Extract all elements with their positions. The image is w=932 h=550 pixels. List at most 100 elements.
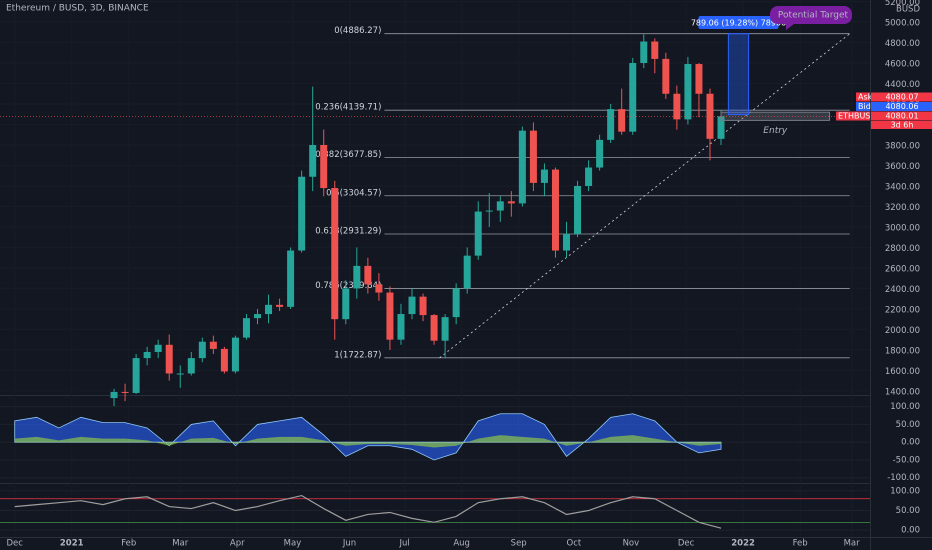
y-tick-label: 2600.00 bbox=[885, 264, 920, 274]
candle-body bbox=[386, 292, 394, 340]
fib-label: 0.5(3304.57) bbox=[326, 188, 381, 198]
fib-label: 0.786(2399.84) bbox=[315, 281, 381, 291]
candle-body bbox=[254, 314, 262, 319]
candle-body bbox=[474, 211, 482, 256]
price-tag-bg bbox=[871, 102, 932, 111]
candle-body bbox=[540, 169, 548, 183]
candle-body bbox=[209, 341, 217, 349]
y-tick-label: 3400.00 bbox=[885, 182, 920, 192]
x-tick-label: Feb bbox=[121, 539, 136, 549]
candle-body bbox=[452, 288, 460, 318]
candle-body bbox=[121, 391, 129, 393]
price-tag-value: 4080.01 bbox=[885, 112, 918, 121]
entry-box bbox=[720, 111, 831, 121]
price-tag-name-bg bbox=[856, 102, 870, 111]
y-tick-label: 5000.00 bbox=[885, 19, 920, 29]
y-tick-label: 2200.00 bbox=[885, 305, 920, 315]
fib-label: 1(1722.87) bbox=[334, 350, 381, 360]
y-tick-label: 0.00 bbox=[901, 438, 920, 448]
candle-body bbox=[585, 167, 593, 186]
target-range bbox=[727, 33, 750, 116]
x-tick-label: Jul bbox=[399, 539, 410, 549]
price-tag-name-bg bbox=[856, 92, 870, 102]
y-tick-label: 3600.00 bbox=[885, 162, 920, 172]
entry-label: Entry bbox=[763, 126, 788, 136]
note-label: Potential Target bbox=[778, 11, 849, 21]
candle-body bbox=[717, 116, 725, 139]
x-tick-label: Sep bbox=[511, 539, 527, 549]
candle-body bbox=[463, 255, 471, 289]
chart-title: Ethereum / BUSD, 3D, BINANCE bbox=[6, 4, 149, 14]
y-tick-label: 1400.00 bbox=[885, 387, 920, 397]
candle-body bbox=[430, 315, 438, 341]
candle-body bbox=[496, 201, 504, 211]
y-tick-label: 1600.00 bbox=[885, 367, 920, 377]
price-tag-name: ETHBUSD bbox=[838, 112, 877, 121]
candle-body bbox=[397, 314, 405, 340]
candle-body bbox=[342, 288, 350, 320]
candle-body bbox=[684, 64, 692, 120]
x-tick-label: Aug bbox=[453, 539, 470, 549]
candle-body bbox=[176, 373, 184, 375]
y-tick-label: 50.00 bbox=[896, 506, 920, 516]
candle-body bbox=[309, 144, 317, 177]
candle-body bbox=[629, 63, 637, 132]
fib-label: 0.382(3677.85) bbox=[315, 150, 381, 160]
candle-body bbox=[607, 109, 615, 140]
y-tick-label: 100.00 bbox=[890, 402, 920, 412]
candle-body bbox=[298, 176, 306, 251]
x-tick-label: Dec bbox=[678, 539, 695, 549]
candle-body bbox=[419, 296, 427, 316]
candle-body bbox=[441, 317, 449, 341]
target-label: 789.06 (19.28%) 78906 bbox=[691, 19, 786, 28]
candle-body bbox=[563, 234, 571, 251]
y-tick-label: 0.00 bbox=[901, 526, 920, 536]
currency-label: BUSD bbox=[896, 5, 920, 15]
target-label-bg bbox=[698, 16, 779, 29]
candle-body bbox=[143, 351, 151, 359]
candle-body bbox=[518, 130, 526, 204]
x-tick-label: Dec bbox=[6, 539, 23, 549]
x-tick-label: 2022 bbox=[731, 539, 755, 549]
candle-body bbox=[231, 337, 239, 372]
candle-body bbox=[187, 358, 195, 374]
candle-body bbox=[673, 93, 681, 120]
note-bubble bbox=[770, 6, 852, 30]
candle-body bbox=[110, 391, 118, 399]
candle-body bbox=[331, 188, 339, 320]
candle-body bbox=[265, 304, 273, 315]
candle-body bbox=[695, 64, 703, 94]
y-tick-label: 4800.00 bbox=[885, 39, 920, 49]
candle-body bbox=[529, 130, 537, 183]
candle-body bbox=[574, 185, 582, 235]
candle-body bbox=[596, 139, 604, 168]
fib-label: 0(4886.27) bbox=[334, 26, 381, 36]
y-tick-label: -100.00 bbox=[887, 473, 920, 483]
price-tag-name: Bid bbox=[858, 102, 871, 111]
y-tick-label: -50.00 bbox=[893, 455, 920, 465]
price-tag-name: Ask bbox=[858, 93, 873, 102]
candle-body bbox=[662, 58, 670, 94]
price-tag-bg bbox=[871, 111, 932, 121]
candle-body bbox=[551, 169, 559, 251]
x-tick-label: Nov bbox=[623, 539, 640, 549]
candle-body bbox=[165, 344, 173, 374]
x-tick-label: 2021 bbox=[60, 539, 84, 549]
y-tick-label: 2000.00 bbox=[885, 326, 920, 336]
price-tag-value: 4080.06 bbox=[885, 102, 918, 111]
candle-body bbox=[287, 250, 295, 307]
price-tag-bg bbox=[871, 92, 932, 102]
candle-body bbox=[154, 344, 162, 352]
y-tick-label: 1800.00 bbox=[885, 346, 920, 356]
candle-body bbox=[408, 296, 416, 315]
candle-body bbox=[132, 358, 140, 393]
y-tick-label: 3200.00 bbox=[885, 203, 920, 213]
candle-body bbox=[485, 210, 493, 212]
countdown-bg bbox=[871, 121, 932, 129]
candle-body bbox=[198, 341, 206, 359]
x-tick-label: Oct bbox=[567, 539, 582, 549]
y-tick-label: 50.00 bbox=[896, 420, 920, 430]
candle-body bbox=[242, 318, 250, 338]
